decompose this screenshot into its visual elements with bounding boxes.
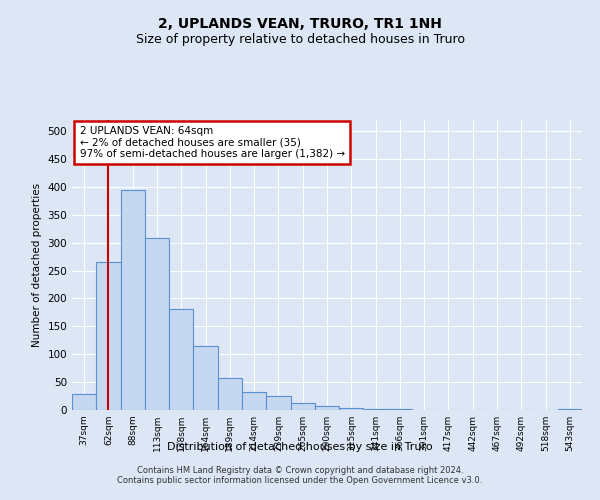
Y-axis label: Number of detached properties: Number of detached properties [32,183,42,347]
Bar [218,378,242,410]
Text: Distribution of detached houses by size in Truro: Distribution of detached houses by size … [167,442,433,452]
Bar [72,394,96,410]
Bar [315,406,339,410]
Text: 2, UPLANDS VEAN, TRURO, TR1 1NH: 2, UPLANDS VEAN, TRURO, TR1 1NH [158,18,442,32]
Bar [266,396,290,410]
Text: 2 UPLANDS VEAN: 64sqm
← 2% of detached houses are smaller (35)
97% of semi-detac: 2 UPLANDS VEAN: 64sqm ← 2% of detached h… [80,126,345,159]
Text: Size of property relative to detached houses in Truro: Size of property relative to detached ho… [136,32,464,46]
Bar [169,308,193,410]
Bar [339,408,364,410]
Text: Contains HM Land Registry data © Crown copyright and database right 2024.
Contai: Contains HM Land Registry data © Crown c… [118,466,482,485]
Bar [290,404,315,410]
Bar [145,238,169,410]
Bar [558,409,582,410]
Bar [242,392,266,410]
Bar [96,262,121,410]
Bar [121,190,145,410]
Bar [193,346,218,410]
